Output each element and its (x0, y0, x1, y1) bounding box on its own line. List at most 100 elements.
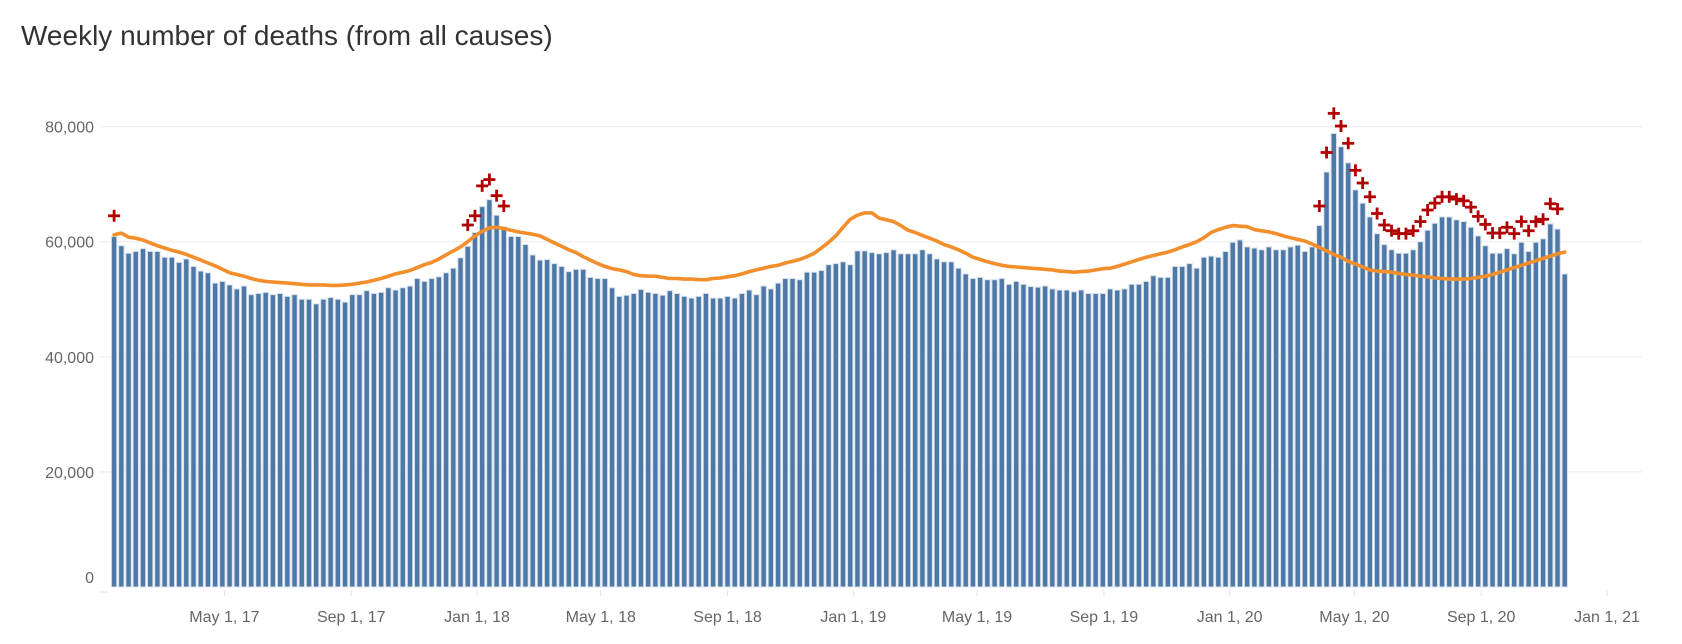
bar (161, 256, 168, 588)
plus-icon (1399, 227, 1412, 240)
bar (1251, 247, 1258, 588)
bar (414, 278, 421, 588)
bar (1056, 289, 1063, 588)
bar (1446, 216, 1453, 588)
bar (248, 294, 255, 588)
bar (1323, 171, 1330, 588)
chart-title: Weekly number of deaths (from all causes… (21, 20, 553, 51)
bar (1027, 286, 1034, 588)
x-tick-label: Jan 1, 19 (820, 609, 886, 626)
bar (464, 245, 471, 588)
bar (940, 261, 948, 588)
bar (1539, 238, 1547, 588)
plus-icon (1443, 190, 1456, 203)
x-axis: May 1, 17 Sep 1, 17 Jan 1, 18 May 1, 18 Sep … (100, 590, 1640, 626)
bar (269, 294, 277, 588)
bar (1474, 235, 1482, 588)
plus-icon (1508, 227, 1521, 240)
plus-icon (497, 200, 510, 213)
bar (1272, 249, 1280, 588)
bar (854, 250, 861, 588)
bar (428, 278, 435, 588)
plus-icon (1529, 215, 1542, 228)
bar (1193, 267, 1200, 588)
y-tick-label: 80,000 (45, 120, 94, 137)
bar (298, 298, 305, 588)
bar (327, 297, 334, 588)
y-tick-label: 40,000 (45, 350, 94, 367)
bar (709, 297, 717, 588)
bar (904, 253, 912, 588)
bar (1424, 229, 1431, 588)
bar (349, 294, 356, 588)
bar (1135, 283, 1143, 588)
bar (1020, 283, 1027, 588)
bar (276, 292, 284, 588)
bar (644, 291, 652, 588)
bar (233, 288, 241, 588)
x-tick-label: May 1, 17 (189, 609, 259, 626)
plus-icon (1522, 224, 1535, 237)
plus-icon (1327, 107, 1340, 120)
bar (580, 268, 587, 588)
bar (1085, 292, 1092, 588)
bar (1381, 244, 1388, 588)
bar (1099, 292, 1107, 588)
bar (1114, 289, 1121, 588)
bar (406, 285, 414, 588)
bar (1511, 253, 1518, 588)
bar (543, 259, 551, 588)
bar (1359, 202, 1366, 588)
bar (1179, 265, 1186, 588)
bar (825, 264, 832, 588)
bar (1294, 244, 1301, 588)
bar (1395, 252, 1402, 588)
bar (1547, 223, 1554, 588)
bar (1215, 256, 1222, 588)
plus-icon (1479, 218, 1492, 231)
bar (587, 276, 594, 588)
y-tick-label: 60,000 (45, 235, 94, 252)
bar (421, 280, 428, 588)
bar (1467, 226, 1475, 588)
bar (190, 265, 197, 588)
plus-icon (1385, 224, 1398, 237)
bar (551, 263, 558, 588)
bar (284, 295, 291, 588)
x-tick-label: May 1, 20 (1319, 609, 1389, 626)
bar (471, 231, 479, 588)
bar (291, 294, 298, 588)
plus-icon (461, 219, 474, 232)
bar (1222, 250, 1229, 588)
plus-icon (468, 209, 481, 222)
bar (435, 276, 443, 588)
bar (1337, 146, 1345, 588)
bar (1121, 288, 1128, 588)
bar (1532, 241, 1540, 588)
bar (969, 278, 977, 588)
bar (1561, 273, 1568, 588)
bar (125, 252, 132, 588)
bar (1236, 239, 1244, 588)
bar (1157, 276, 1164, 588)
bar (1200, 256, 1208, 588)
bar (1352, 189, 1359, 588)
bar (601, 278, 609, 588)
bar (1388, 249, 1395, 588)
plus-icon (1407, 224, 1420, 237)
bar (132, 250, 139, 588)
bar (991, 279, 998, 588)
bar (1171, 265, 1179, 588)
bar (608, 287, 616, 588)
bar (572, 268, 580, 588)
bar (370, 292, 378, 588)
bar (695, 295, 702, 588)
bar (219, 280, 226, 588)
bar (320, 298, 327, 588)
bar (1482, 245, 1489, 588)
bar (262, 291, 269, 588)
bar (1041, 285, 1049, 588)
bar (1164, 276, 1171, 588)
bar (911, 253, 919, 588)
